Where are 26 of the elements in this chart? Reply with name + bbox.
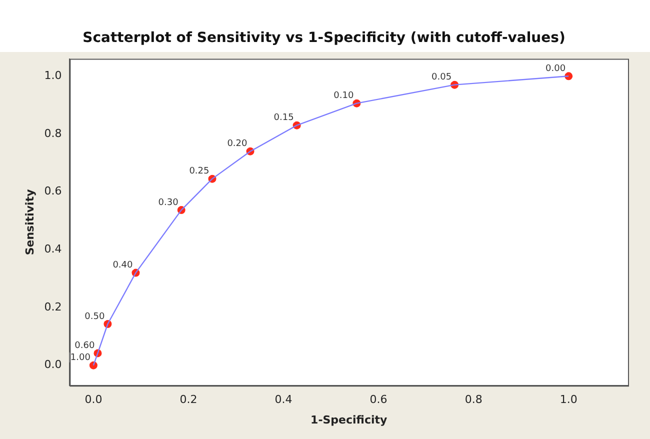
annotation: 0.20: [227, 139, 248, 150]
y-tick-label: 0.8: [44, 126, 62, 140]
x-tick-label: 0.0: [84, 393, 102, 406]
annotation: 0.00: [546, 64, 566, 74]
y-tick-label: 0.2: [44, 300, 62, 314]
x-tick-label: 0.6: [370, 393, 388, 406]
x-tick-label: 0.2: [180, 393, 198, 406]
annotation: 0.10: [334, 91, 354, 102]
annotation: 0.15: [274, 113, 294, 124]
y-axis-title: Sensitivity: [23, 189, 36, 256]
x-tick-label: 1.0: [560, 393, 578, 406]
y-tick-label: 1.0: [44, 69, 62, 82]
y-tick-label: 0.0: [44, 358, 62, 372]
chart-title: Scatterplot of Sensitivity vs 1-Specificity (with cutoff-values): [82, 30, 566, 46]
annotation: 0.40: [112, 260, 134, 271]
y-tick-label: 0.4: [44, 242, 62, 256]
x-tick-label: 0.4: [274, 393, 292, 406]
annotation: 0.05: [432, 72, 452, 83]
x-axis-title: 1-Specificity: [310, 413, 388, 426]
annotation: 0.25: [189, 166, 210, 177]
annotation: 0.30: [158, 198, 179, 208]
x-tick-label: 0.8: [464, 393, 482, 406]
annotation: 0.60: [74, 341, 95, 352]
y-tick-label: 0.6: [44, 184, 62, 198]
annotation: 0.50: [84, 312, 105, 322]
annotation: 1.00: [70, 353, 91, 364]
